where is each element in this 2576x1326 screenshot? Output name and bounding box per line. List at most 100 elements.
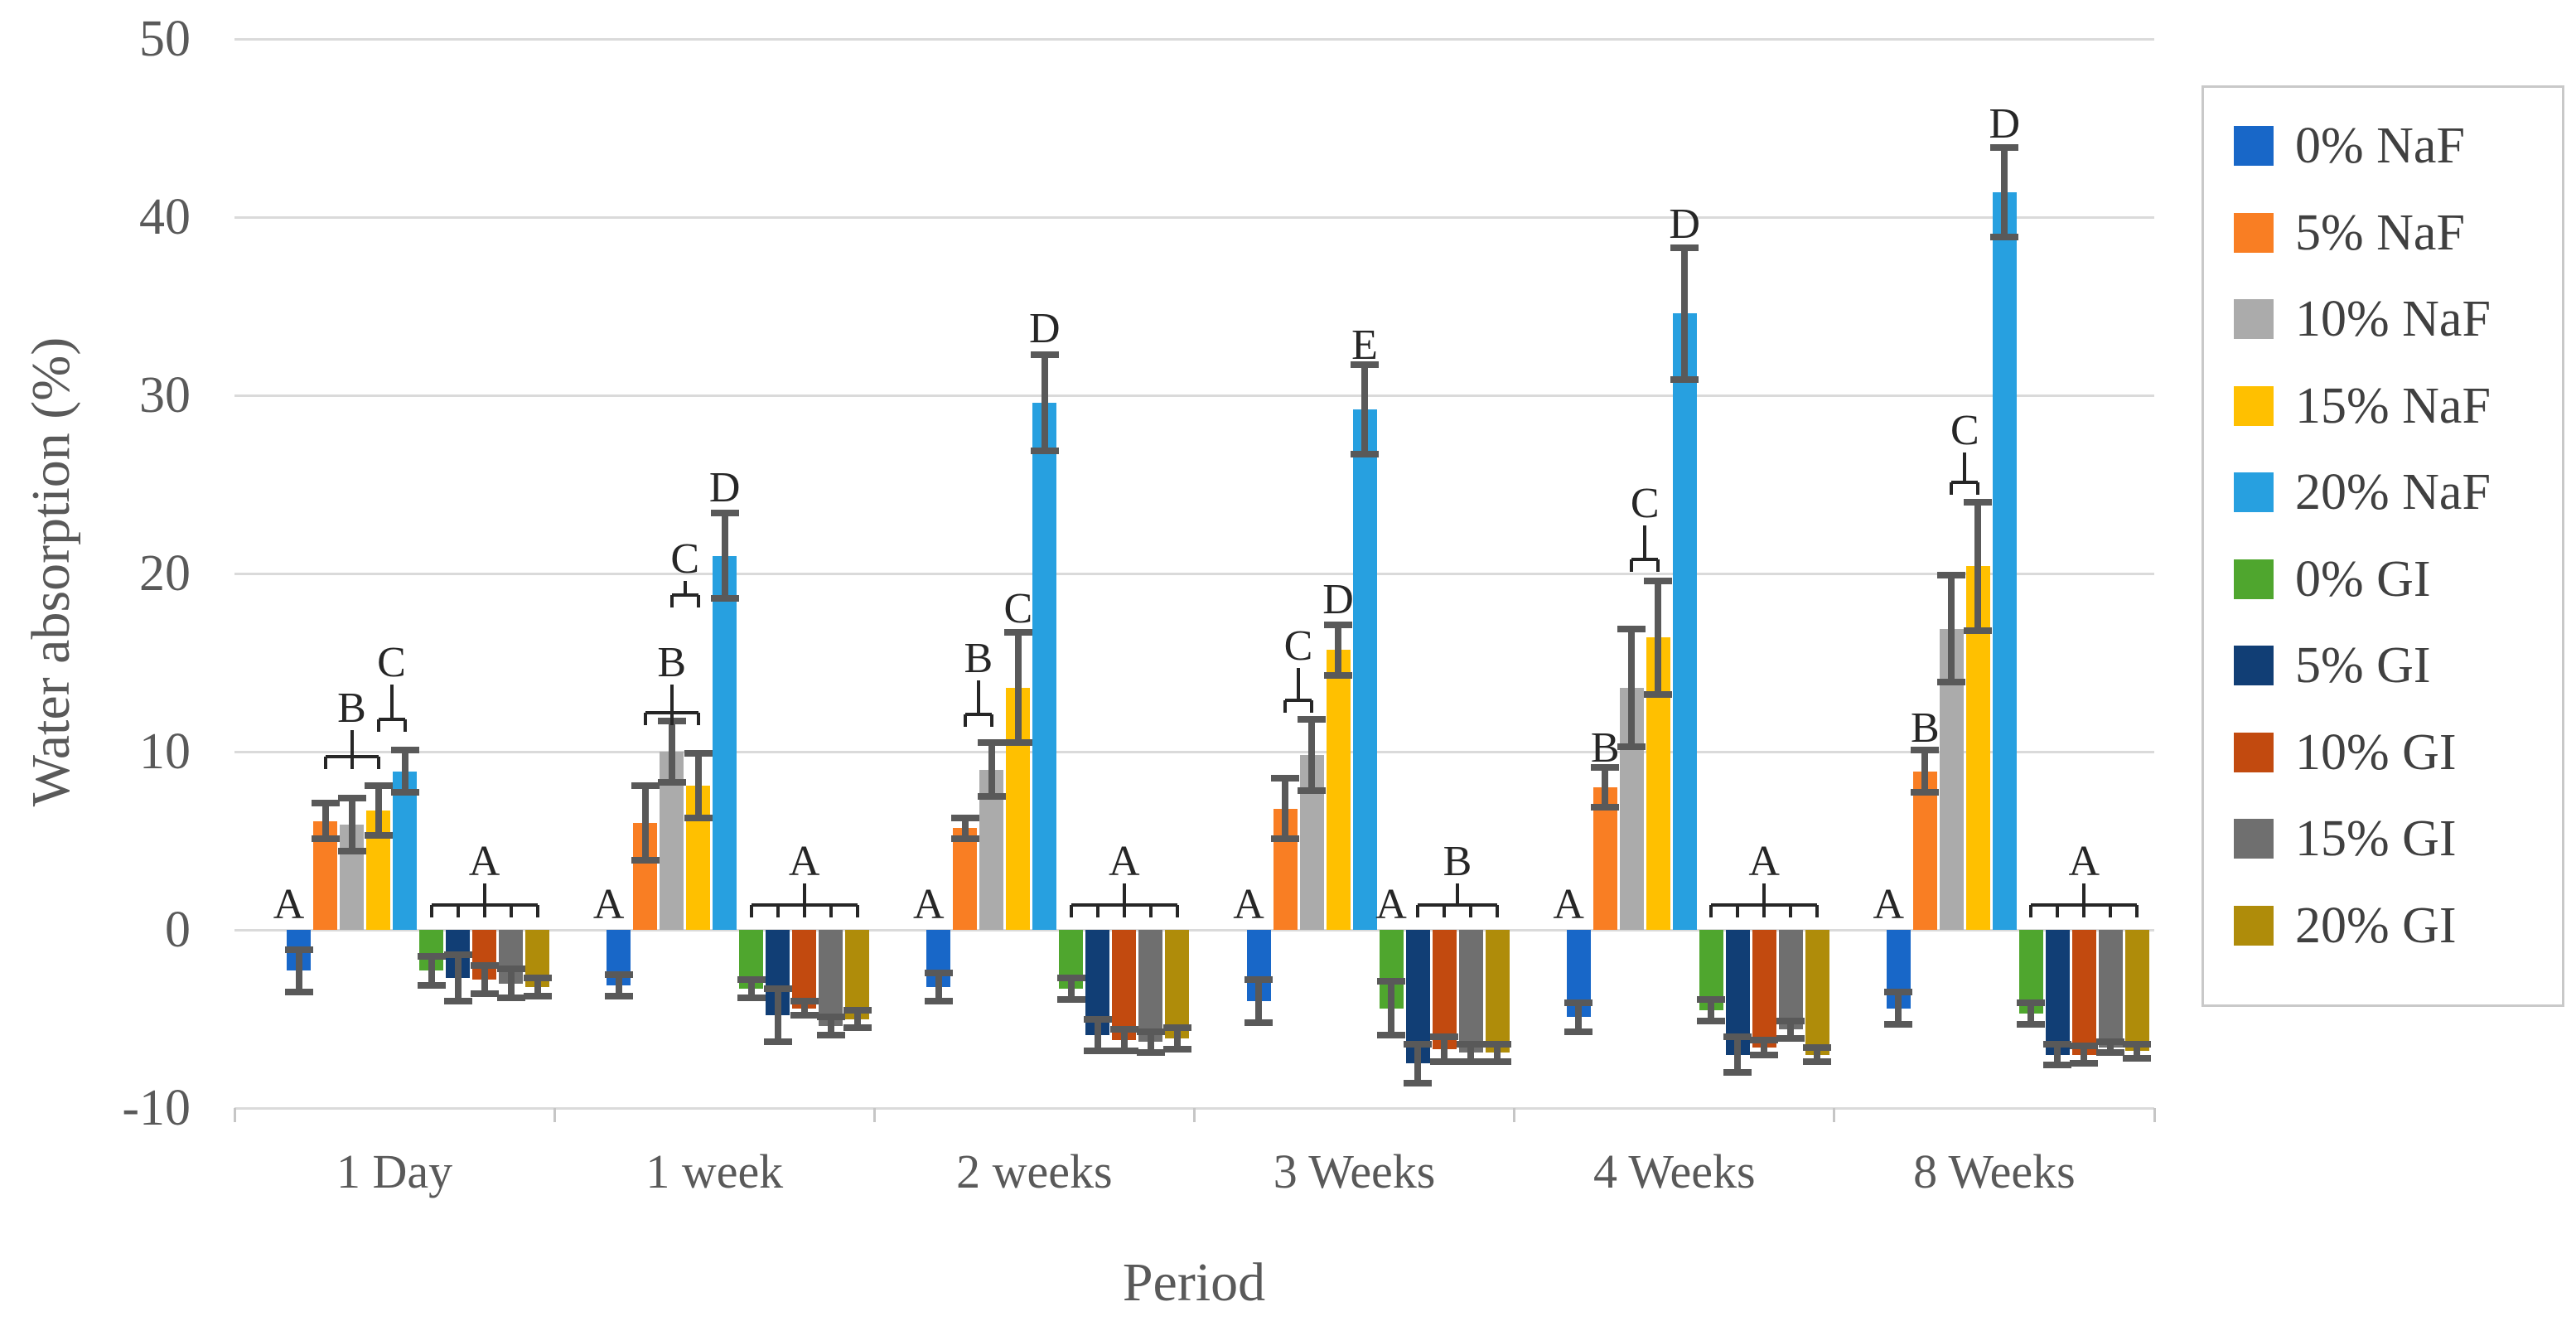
legend: 0% NaF 5% NaF 10% NaF 15% NaF 20% NaF 0% GI 5%… xyxy=(2201,85,2564,1007)
error-bar-cap xyxy=(523,975,552,982)
legend-label: 0% NaF xyxy=(2295,118,2465,174)
error-bar-cap xyxy=(950,814,979,821)
error-bar-cap xyxy=(1271,775,1299,782)
bracket-tick xyxy=(696,594,700,607)
bracket-stem xyxy=(1456,883,1459,903)
error-bar-cap xyxy=(1083,1015,1112,1023)
error-bar-stem xyxy=(348,797,355,852)
error-bar-cap xyxy=(924,969,953,976)
legend-item-15GI: 15% GI xyxy=(2234,809,2457,869)
error-bar-cap xyxy=(631,782,660,789)
bracket-tick xyxy=(1630,559,1634,572)
error-bar-cap xyxy=(1990,233,2019,240)
error-bar-stem xyxy=(1494,1043,1501,1062)
bracket-stem xyxy=(482,883,486,903)
bar-10GI-2weeks xyxy=(1112,930,1137,1041)
x-axis-category-label: 8 Weeks xyxy=(1913,1145,2076,1198)
bar-20GI-8Weeks xyxy=(2124,930,2149,1052)
error-bar-cap xyxy=(1964,627,1993,634)
bracket-tick xyxy=(669,712,674,725)
error-bar-cap xyxy=(710,509,739,516)
significance-letter-A: A xyxy=(273,880,305,928)
legend-label: 5% NaF xyxy=(2295,204,2465,261)
error-bar-cap xyxy=(2096,1049,2125,1057)
bracket-tick xyxy=(2029,904,2033,917)
error-bar-stem xyxy=(935,972,942,1001)
bracket-tick xyxy=(963,714,967,727)
bracket-tick xyxy=(749,904,753,917)
bracket-tick xyxy=(2109,904,2113,917)
bracket-tick xyxy=(855,904,859,917)
bracket-tick xyxy=(829,904,833,917)
error-bar-cap xyxy=(2070,1042,2099,1049)
legend-swatch-15GI xyxy=(2234,819,2274,859)
bar-15GI-4Weeks xyxy=(1778,930,1803,1030)
error-bar-cap xyxy=(364,832,393,840)
error-bar-cap xyxy=(1245,1019,1273,1026)
bar-20GI-1week xyxy=(845,930,870,1019)
gridline-y10 xyxy=(234,750,2154,753)
bracket-tick xyxy=(2082,904,2086,917)
legend-label: 15% NaF xyxy=(2295,377,2491,434)
bracket-stem xyxy=(976,680,980,713)
error-bar-cap xyxy=(1298,787,1326,795)
legend-label: 15% GI xyxy=(2295,811,2457,867)
bar-15GI-3Weeks xyxy=(1458,930,1483,1053)
bracket-tick xyxy=(1950,482,1954,496)
error-bar-stem xyxy=(507,969,515,998)
bracket-tick xyxy=(1095,904,1100,917)
error-bar-stem xyxy=(481,965,488,994)
error-bar-cap xyxy=(1937,679,1966,686)
error-bar-cap xyxy=(1591,764,1620,772)
error-bar-stem xyxy=(1761,1040,1768,1055)
error-bar-stem xyxy=(2054,1043,2061,1066)
error-bar-stem xyxy=(641,785,649,861)
bar-5NaF-2weeks xyxy=(953,828,978,930)
error-bar-stem xyxy=(1708,999,1715,1021)
significance-letter-D: D xyxy=(1029,305,1061,353)
error-bar-cap xyxy=(843,1006,872,1014)
error-bar-cap xyxy=(1109,1026,1138,1033)
error-bar-stem xyxy=(1921,749,1929,793)
error-bar-cap xyxy=(1670,375,1699,383)
error-bar-cap xyxy=(950,835,979,843)
error-bar-stem xyxy=(2081,1045,2088,1064)
error-bar-stem xyxy=(1147,1031,1154,1053)
bracket-stem xyxy=(350,730,354,756)
x-axis-category-label: 4 Weeks xyxy=(1592,1145,1756,1198)
gridline-y30 xyxy=(234,394,2154,397)
error-bar-stem xyxy=(694,753,702,818)
gridline-y50 xyxy=(234,37,2154,41)
bracket-stem xyxy=(1643,525,1647,558)
significance-letter-B: B xyxy=(337,685,366,733)
error-bar-stem xyxy=(375,785,382,836)
bracket-tick xyxy=(1736,904,1740,917)
error-bar-cap xyxy=(1750,1037,1779,1044)
significance-letter-A: A xyxy=(1748,838,1780,886)
error-bar-cap xyxy=(1617,625,1646,632)
error-bar-cap xyxy=(977,739,1006,747)
bracket-tick xyxy=(2056,904,2060,917)
error-bar-cap xyxy=(1483,1040,1511,1048)
bracket-line xyxy=(671,593,698,597)
error-bar-stem xyxy=(1575,1003,1583,1032)
significance-letter-E: E xyxy=(1351,321,1378,369)
error-bar-cap xyxy=(657,778,686,786)
bracket-stem xyxy=(1122,883,1126,903)
error-bar-cap xyxy=(1430,1033,1458,1040)
y-axis-tick-label: 50 xyxy=(139,11,191,67)
bracket-tick xyxy=(1656,559,1660,572)
significance-letter-C: C xyxy=(1950,407,1979,454)
error-bar-cap xyxy=(311,800,340,807)
bar-15GI-8Weeks xyxy=(2098,930,2123,1048)
error-bar-cap xyxy=(2123,1054,2152,1062)
error-bar-cap xyxy=(1457,1058,1485,1066)
legend-item-20GI: 20% GI xyxy=(2234,896,2457,956)
x-axis-tick-mark xyxy=(1193,1108,1196,1122)
error-bar-stem xyxy=(1388,981,1394,1035)
error-bar-cap xyxy=(737,976,766,984)
gridline-y20 xyxy=(234,572,2154,575)
error-bar-cap xyxy=(417,953,446,961)
